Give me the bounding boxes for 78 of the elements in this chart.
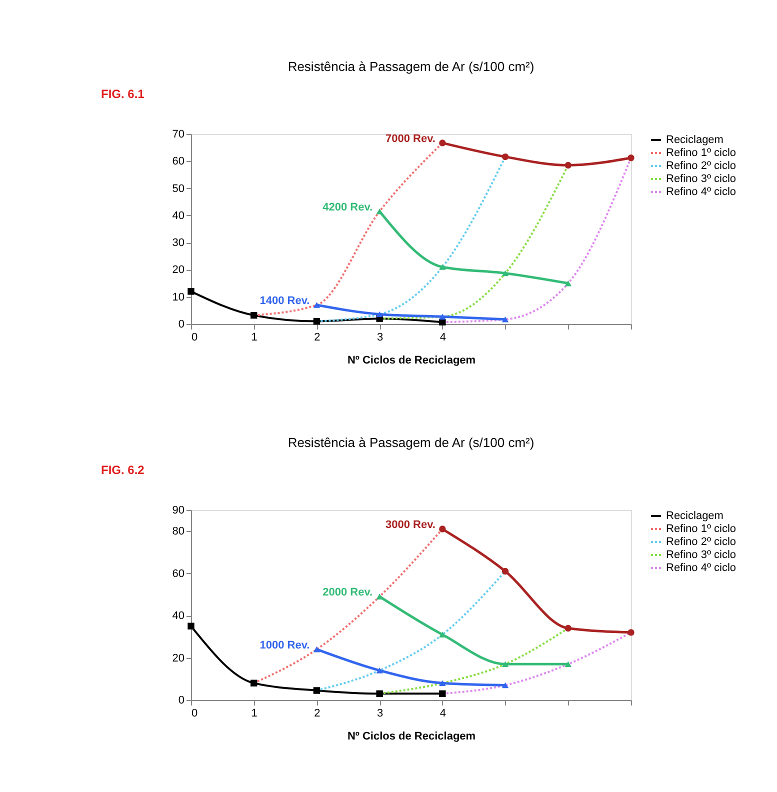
point <box>376 668 383 674</box>
y-tick-label: 0 <box>178 318 184 330</box>
point <box>502 661 509 668</box>
legend-label: Reciclagem <box>666 134 724 146</box>
point <box>564 624 572 632</box>
legend-label: Refino 3º ciclo <box>666 549 736 561</box>
x-tick-label: 3 <box>377 332 384 344</box>
point <box>439 314 446 320</box>
x-tick-label: 1 <box>251 332 258 344</box>
chart-title: Resistência à Passagem de Ar (s/100 cm²) <box>288 435 534 450</box>
series-label: 7000 Rev. <box>385 132 436 145</box>
series-label: 4200 Rev. <box>322 201 373 214</box>
legend-label: Refino 3º ciclo <box>666 173 736 185</box>
y-tick-label: 80 <box>172 526 184 538</box>
y-tick-label: 0 <box>178 694 184 706</box>
point <box>313 646 320 652</box>
x-tick-label: 0 <box>192 332 198 344</box>
y-tick-label: 90 <box>172 504 184 516</box>
x-tick-label: 4 <box>440 332 446 344</box>
point <box>439 264 446 270</box>
caption: FIG. 6.2 <box>101 463 145 477</box>
point <box>564 661 572 668</box>
x-axis-title: Nº Ciclos de Reciclagem <box>347 730 476 742</box>
point <box>188 622 194 630</box>
y-tick-label: 50 <box>172 182 184 195</box>
point <box>313 302 320 308</box>
point <box>628 154 634 162</box>
point <box>439 526 446 532</box>
point <box>502 682 509 688</box>
y-tick-label: 40 <box>172 210 184 222</box>
y-tick-label: 20 <box>172 652 184 664</box>
point <box>628 629 634 636</box>
point <box>502 270 509 276</box>
point <box>250 680 258 686</box>
point <box>502 153 509 160</box>
point <box>250 312 258 319</box>
series-label: 2000 Rev. <box>322 586 373 599</box>
caption: FIG. 6.1 <box>101 87 145 101</box>
x-axis-title: Nº Ciclos de Reciclagem <box>347 354 476 366</box>
point <box>313 687 320 694</box>
series-label: 1000 Rev. <box>260 639 310 652</box>
series-label: 1400 Rev. <box>260 295 310 307</box>
y-tick-label: 40 <box>172 610 184 622</box>
point <box>439 632 446 638</box>
point <box>564 280 572 286</box>
y-tick-label: 10 <box>172 291 184 304</box>
legend-label: Refino 2º ciclo <box>666 160 736 172</box>
legend-label: Refino 4º ciclo <box>666 186 736 198</box>
y-tick-label: 70 <box>172 128 184 140</box>
point <box>502 316 509 322</box>
point <box>376 690 383 698</box>
x-tick-label: 4 <box>440 708 446 720</box>
point <box>439 680 446 686</box>
legend-label: Refino 4º ciclo <box>666 562 736 574</box>
legend-label: Refino 1º ciclo <box>666 147 736 159</box>
x-tick-label: 1 <box>251 708 258 720</box>
x-tick-label: 2 <box>314 332 320 344</box>
legend-label: Refino 2º ciclo <box>666 536 736 548</box>
point <box>376 594 383 600</box>
point <box>439 690 446 698</box>
x-tick-label: 3 <box>377 708 384 720</box>
series-label: 3000 Rev. <box>385 519 436 531</box>
y-tick-label: 20 <box>172 264 184 276</box>
point <box>376 208 383 214</box>
x-tick-label: 2 <box>314 708 320 720</box>
legend-label: Refino 1º ciclo <box>666 523 736 535</box>
point <box>376 311 383 318</box>
y-tick-label: 30 <box>172 237 184 250</box>
point <box>188 288 194 295</box>
point <box>564 162 572 169</box>
y-tick-label: 60 <box>172 568 184 580</box>
point <box>313 318 320 325</box>
point <box>502 568 509 575</box>
point <box>439 140 446 146</box>
legend-label: Reciclagem <box>666 510 724 522</box>
chart-title: Resistência à Passagem de Ar (s/100 cm²) <box>288 59 534 74</box>
x-tick-label: 0 <box>192 708 198 720</box>
y-tick-label: 60 <box>172 156 184 168</box>
